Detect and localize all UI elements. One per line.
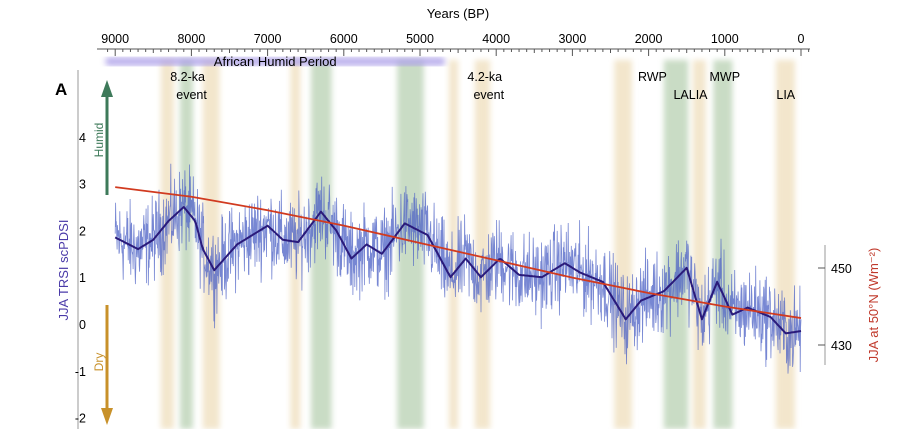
- y-axis-title: JJA TRSI scPDSI: [56, 220, 71, 321]
- x-tick-label: 7000: [254, 32, 282, 46]
- panel-label: A: [55, 80, 67, 99]
- band-dry: [202, 60, 220, 429]
- event-label: 8.2-ka: [170, 70, 205, 84]
- band-wet: [311, 60, 332, 429]
- x-axis-top: 9000 8000 7000 6000 5000 4000 3000 2000 1000 0: [97, 32, 810, 56]
- x-tick-label: 5000: [406, 32, 434, 46]
- y-tick-label: -1: [75, 365, 86, 379]
- y-tick-label: 4: [79, 131, 86, 145]
- annual-scpdsi-line: [114, 163, 802, 374]
- x-tick-label: 8000: [177, 32, 205, 46]
- x-tick-label: 4000: [482, 32, 510, 46]
- y2-tick-label: 450: [831, 262, 852, 276]
- band-dry: [448, 60, 459, 429]
- x-tick-label: 1000: [711, 32, 739, 46]
- african-humid-period-bar: African Humid Period: [105, 54, 446, 69]
- series: [114, 163, 802, 374]
- band-dry: [474, 60, 491, 429]
- x-tick-label: 6000: [330, 32, 358, 46]
- humid-arrow: Humid: [92, 80, 113, 195]
- smoothed-scpdsi-line: [114, 206, 802, 335]
- humid-label: Humid: [92, 123, 106, 158]
- x-tick-label: 0: [798, 32, 805, 46]
- band-dry: [692, 60, 706, 429]
- event-label-line2: event: [176, 88, 207, 102]
- period-bar: [105, 57, 446, 66]
- band-wet: [397, 60, 424, 429]
- y2-axis-title: JJA at 50°N (Wm⁻²): [866, 248, 881, 363]
- climate-bands: [160, 60, 795, 429]
- insolation-line: [115, 186, 802, 319]
- event-label: LALIA: [673, 88, 708, 102]
- x-tick-label: 2000: [635, 32, 663, 46]
- band-wet: [713, 60, 733, 429]
- period-label: African Humid Period: [214, 54, 337, 69]
- dry-arrow: Dry: [92, 305, 113, 425]
- y-axis-right: 430 450: [818, 245, 852, 365]
- x-tick-label: 3000: [558, 32, 586, 46]
- event-label: RWP: [638, 70, 667, 84]
- x-tick-label: 9000: [101, 32, 129, 46]
- y-tick-label: 2: [79, 224, 86, 238]
- y-axis-left: -2 -1 0 1 2 3 4: [75, 70, 86, 429]
- x-axis-title: Years (BP): [427, 6, 489, 21]
- event-label-line2: event: [473, 88, 504, 102]
- y-tick-label: 1: [79, 271, 86, 285]
- event-label: LIA: [776, 88, 795, 102]
- y-tick-label: 3: [79, 178, 86, 192]
- event-label: 4.2-ka: [467, 70, 502, 84]
- dry-label: Dry: [92, 353, 106, 372]
- event-label: MWP: [710, 70, 741, 84]
- y-tick-label: 0: [79, 318, 86, 332]
- band-dry: [775, 60, 795, 429]
- y2-tick-label: 430: [831, 339, 852, 353]
- y-tick-label: -2: [75, 412, 86, 426]
- band-dry: [614, 60, 632, 429]
